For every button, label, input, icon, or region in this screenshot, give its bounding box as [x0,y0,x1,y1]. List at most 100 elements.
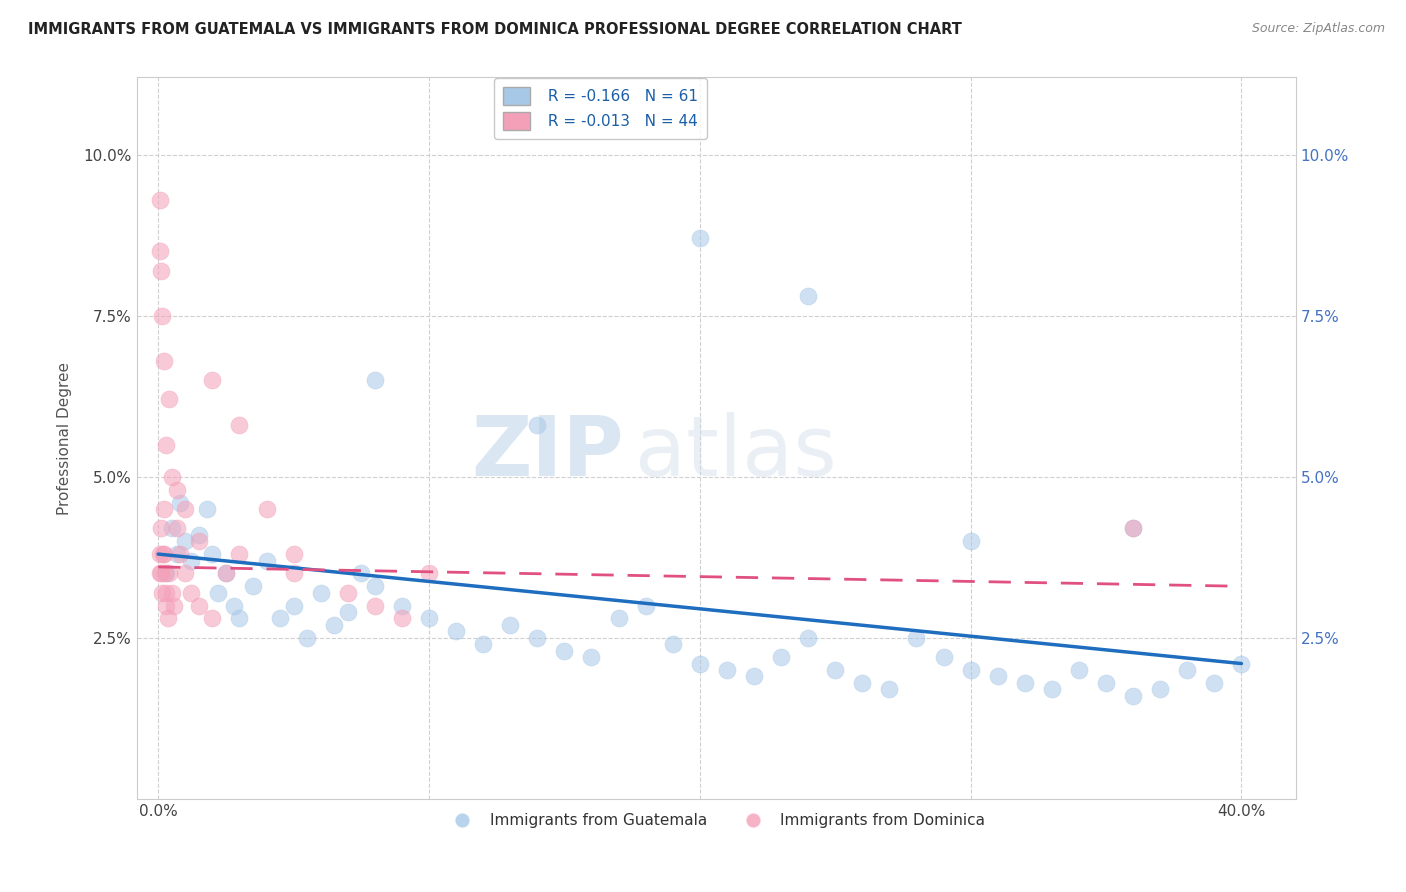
Point [1067,663,1090,677]
Point [987,669,1010,683]
Point [148,193,170,207]
Point [1040,682,1063,697]
Point [607,611,630,625]
Point [797,631,820,645]
Point [160,470,183,484]
Point [152,354,174,368]
Point [155,599,177,613]
Point [152,502,174,516]
Point [149,521,172,535]
Point [174,502,197,516]
Y-axis label: Professional Degree: Professional Degree [58,361,72,515]
Point [634,599,657,613]
Point [959,534,981,549]
Point [166,547,188,561]
Point [1095,676,1118,690]
Point [444,624,467,639]
Point [797,289,820,303]
Point [526,418,548,433]
Point [169,495,191,509]
Point [364,579,387,593]
Point [742,669,765,683]
Point [391,599,413,613]
Point [153,547,176,561]
Point [166,483,188,497]
Text: Source: ZipAtlas.com: Source: ZipAtlas.com [1251,22,1385,36]
Text: ZIP: ZIP [471,412,623,493]
Point [959,663,981,677]
Point [180,585,202,599]
Point [553,643,575,657]
Point [153,566,176,581]
Text: IMMIGRANTS FROM GUATEMALA VS IMMIGRANTS FROM DOMINICA PROFESSIONAL DEGREE CORREL: IMMIGRANTS FROM GUATEMALA VS IMMIGRANTS … [28,22,962,37]
Point [157,566,180,581]
Point [228,611,250,625]
Point [1014,676,1036,690]
Point [1230,657,1253,671]
Point [364,373,387,387]
Point [689,231,711,245]
Point [201,547,224,561]
Point [160,585,183,599]
Point [418,566,440,581]
Point [174,534,197,549]
Point [201,373,224,387]
Point [1122,689,1144,703]
Point [195,502,218,516]
Point [770,650,793,665]
Point [174,566,197,581]
Point [187,534,209,549]
Point [222,599,245,613]
Point [1149,682,1171,697]
Point [148,566,170,581]
Text: atlas: atlas [636,412,837,493]
Point [180,553,202,567]
Point [526,631,548,645]
Point [215,566,238,581]
Point [152,547,174,561]
Point [418,611,440,625]
Legend: Immigrants from Guatemala, Immigrants from Dominica: Immigrants from Guatemala, Immigrants fr… [440,807,991,835]
Point [169,547,191,561]
Point [160,521,183,535]
Point [155,437,177,451]
Point [155,566,177,581]
Point [201,611,224,625]
Point [851,676,873,690]
Point [1204,676,1226,690]
Point [163,599,186,613]
Point [207,585,229,599]
Point [242,579,264,593]
Point [150,309,173,323]
Point [1122,521,1144,535]
Point [879,682,901,697]
Point [689,657,711,671]
Point [228,547,250,561]
Point [661,637,683,651]
Point [905,631,928,645]
Point [323,618,346,632]
Point [150,585,173,599]
Point [166,521,188,535]
Point [228,418,250,433]
Point [1122,521,1144,535]
Point [336,605,359,619]
Point [716,663,738,677]
Point [155,585,177,599]
Point [932,650,955,665]
Point [149,263,172,277]
Point [269,611,291,625]
Point [391,611,413,625]
Point [256,502,278,516]
Point [824,663,846,677]
Point [215,566,238,581]
Point [149,547,172,561]
Point [156,611,179,625]
Point [283,599,305,613]
Point [499,618,522,632]
Point [187,527,209,541]
Point [581,650,603,665]
Point [295,631,318,645]
Point [283,566,305,581]
Point [472,637,495,651]
